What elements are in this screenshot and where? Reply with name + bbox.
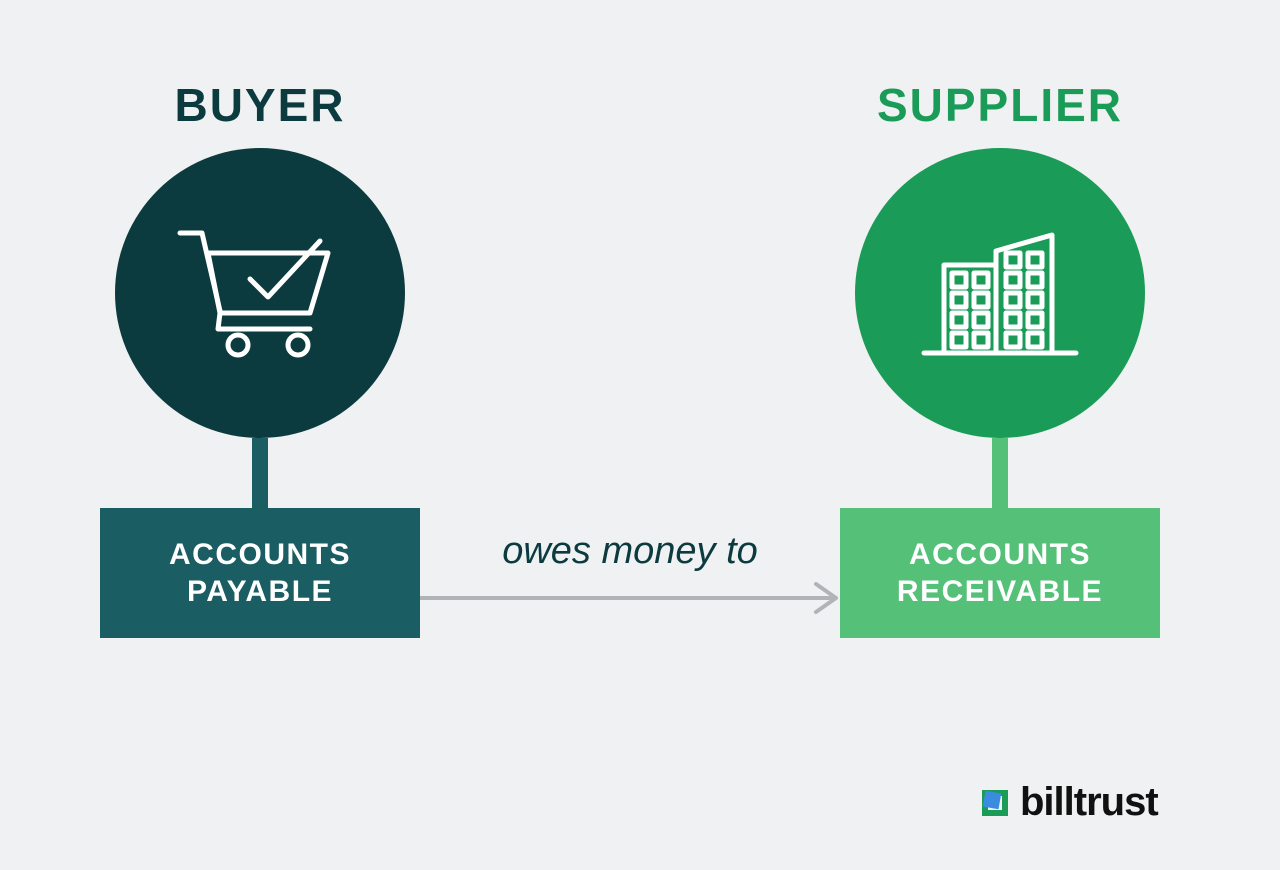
buildings-icon [900, 193, 1100, 393]
billtrust-logo-text: billtrust [1020, 780, 1158, 825]
buyer-box-line2: PAYABLE [187, 575, 333, 608]
supplier-connector [992, 438, 1008, 508]
supplier-circle [855, 148, 1145, 438]
billtrust-logo-mark-icon [980, 788, 1010, 818]
buyer-box-line1: ACCOUNTS [169, 538, 351, 571]
infographic-canvas: BUYER ACCOUNTS PAYABLE SUPPLIER [0, 0, 1280, 870]
supplier-title: SUPPLIER [870, 78, 1130, 132]
relation-label: owes money to [470, 530, 790, 573]
accounts-receivable-box: ACCOUNTS RECEIVABLE [840, 508, 1160, 638]
accounts-payable-box: ACCOUNTS PAYABLE [100, 508, 420, 638]
buyer-title: BUYER [140, 78, 380, 132]
supplier-box-line1: ACCOUNTS [909, 538, 1091, 571]
supplier-box-line2: RECEIVABLE [897, 575, 1103, 608]
cart-check-icon [160, 193, 360, 393]
buyer-connector [252, 438, 268, 508]
billtrust-logo: billtrust [980, 780, 1158, 825]
buyer-circle [115, 148, 405, 438]
owes-arrow-icon [420, 578, 840, 618]
